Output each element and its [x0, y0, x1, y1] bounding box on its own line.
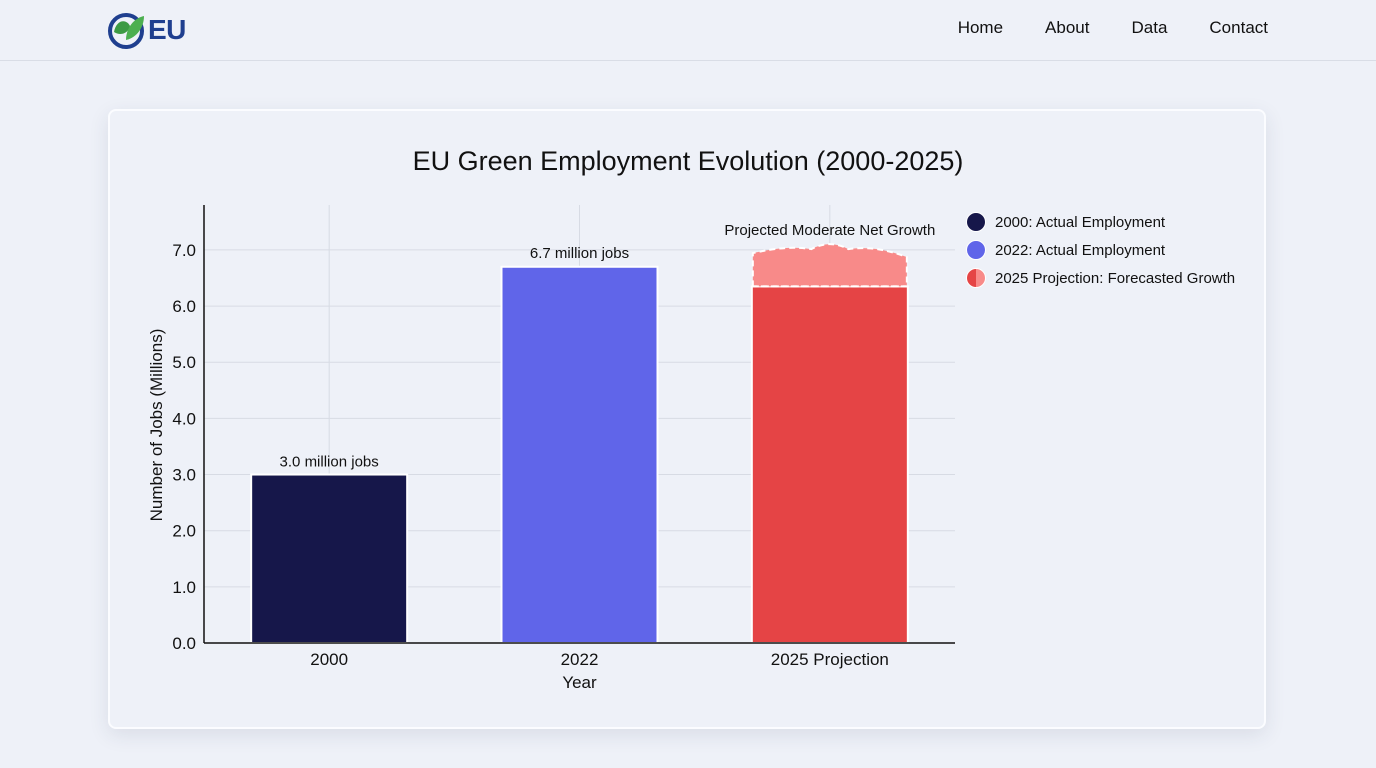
logo-text: EU — [148, 14, 186, 45]
x-axis-title: Year — [562, 673, 597, 692]
legend-swatch-2025-projection — [966, 268, 986, 288]
y-tick-label: 6.0 — [172, 297, 196, 316]
y-tick-label: 4.0 — [172, 409, 196, 428]
bar-2022 — [500, 265, 659, 644]
bar-2000 — [250, 473, 409, 644]
legend-item-2022: 2022: Actual Employment — [966, 236, 1235, 264]
legend-item-2000: 2000: Actual Employment — [966, 208, 1235, 236]
main-nav: Home About Data Contact — [958, 18, 1268, 38]
legend-swatch-2022 — [966, 240, 986, 260]
chart-legend: 2000: Actual Employment 2022: Actual Emp… — [966, 208, 1235, 292]
leaf-globe-icon — [108, 13, 144, 49]
legend-label-2022: 2022: Actual Employment — [995, 241, 1166, 259]
legend-label-2000: 2000: Actual Employment — [995, 213, 1166, 231]
data-label: Projected Moderate Net Growth — [724, 222, 935, 239]
projection-growth-area — [751, 243, 908, 288]
y-axis-title: Number of Jobs (Millions) — [147, 329, 166, 522]
x-tick-label: 2022 — [561, 650, 599, 669]
site-header: EU Home About Data Contact — [0, 0, 1376, 61]
y-tick-label: 0.0 — [172, 634, 196, 653]
y-tick-label: 3.0 — [172, 466, 196, 485]
chart-title: EU Green Employment Evolution (2000-2025… — [412, 146, 964, 176]
x-tick-label: 2000 — [310, 650, 348, 669]
nav-data-link[interactable]: Data — [1131, 18, 1168, 37]
legend-label-2025-projection: 2025 Projection: Forecasted Growth — [995, 269, 1236, 287]
y-tick-label: 5.0 — [172, 353, 196, 372]
eu-logo[interactable]: EU — [106, 10, 186, 50]
legend-item-2025-projection: 2025 Projection: Forecasted Growth — [966, 264, 1235, 292]
data-label: 6.7 million jobs — [530, 245, 629, 262]
nav-contact-link[interactable]: Contact — [1209, 18, 1268, 37]
y-tick-label: 7.0 — [172, 241, 196, 260]
bar-2025-projection — [750, 285, 909, 644]
x-tick-label: 2025 Projection — [771, 650, 889, 669]
nav-home-link[interactable]: Home — [957, 18, 1004, 37]
nav-about-link[interactable]: About — [1045, 18, 1090, 37]
y-tick-label: 1.0 — [172, 578, 196, 597]
data-label: 3.0 million jobs — [280, 454, 379, 471]
legend-swatch-2000 — [966, 212, 986, 232]
y-tick-label: 2.0 — [172, 522, 196, 541]
